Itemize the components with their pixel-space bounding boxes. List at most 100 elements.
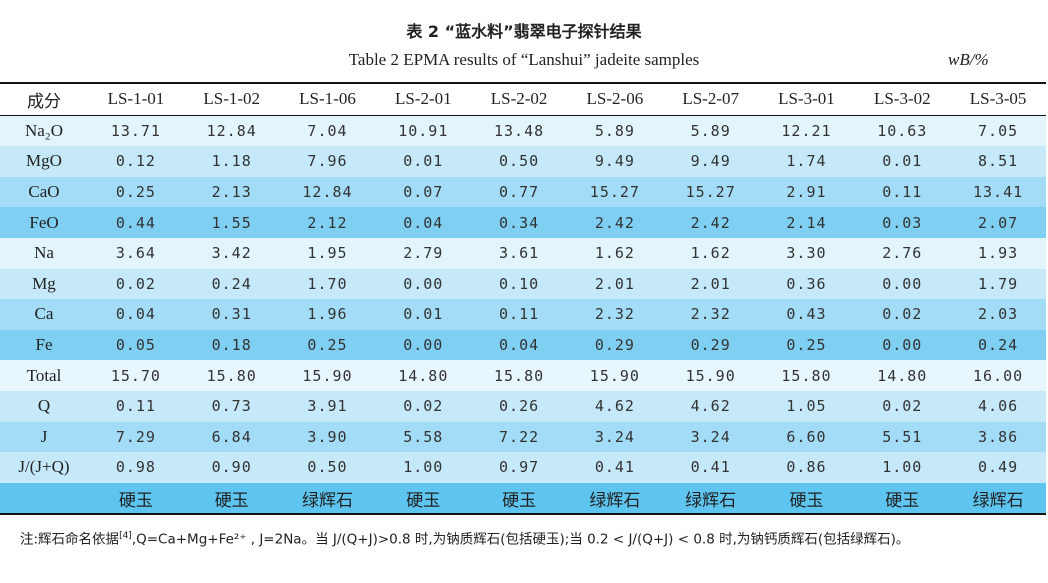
- table-cell: 1.96: [307, 305, 348, 324]
- table-cell: 1.70: [307, 274, 348, 293]
- table-cell: 3.86: [978, 427, 1019, 446]
- table-row: Fe 0.05 0.18 0.25 0.00 0.04 0.29 0.29 0.25 0.00 0.…: [0, 329, 1046, 361]
- table-cell: 绿辉石: [972, 490, 1024, 511]
- column-header: LS-2-07: [662, 83, 759, 116]
- table-cell: 0.98: [115, 458, 156, 477]
- table-cell: 0.00: [403, 336, 444, 355]
- column-header: LS-1-02: [183, 83, 280, 116]
- column-header: LS-3-05: [950, 83, 1046, 116]
- table-row: CaO 0.25 2.13 12.84 0.07 0.77 15.27 15.27 2.91 0.…: [0, 176, 1046, 208]
- table-row: J/(J+Q) 0.98 0.90 0.50 1.00 0.97 0.41 0.41 0.86 1…: [0, 452, 1046, 483]
- table-row: J 7.29 6.84 3.90 5.58 7.22 3.24 3.24 6.60 5.51 3.8…: [0, 421, 1046, 453]
- table-cell: 1.00: [882, 458, 923, 477]
- table-cell: 15.27: [685, 183, 736, 202]
- column-header: LS-1-01: [88, 83, 184, 116]
- table-cell: 2.01: [594, 274, 635, 293]
- row-label: J/(J+Q): [18, 457, 70, 477]
- table-cell: 7.29: [115, 427, 156, 446]
- table-cell: 4.62: [690, 397, 731, 416]
- table-cell: 6.84: [211, 427, 252, 446]
- table-cell: 3.24: [690, 427, 731, 446]
- table-cell: 0.01: [882, 152, 923, 171]
- table-cell: 6.60: [786, 427, 827, 446]
- table-cell: 0.11: [882, 183, 923, 202]
- table-cell: 0.07: [403, 183, 444, 202]
- epma-results-table: 成分 LS-1-01 LS-1-02 LS-1-06 LS-2-01 LS-2-02 LS-…: [0, 82, 1046, 516]
- table-cell: 0.43: [786, 305, 827, 324]
- row-label: Na: [34, 243, 54, 263]
- table-cell: 0.25: [786, 336, 827, 355]
- table-cell: 0.00: [882, 336, 923, 355]
- unit-label: wB/%: [948, 50, 989, 69]
- table-cell: 0.34: [499, 213, 540, 232]
- table-cell: 0.00: [882, 274, 923, 293]
- note-reference: [4]: [119, 531, 132, 541]
- table-cell: 0.10: [499, 274, 540, 293]
- table-cell: 5.89: [690, 121, 731, 140]
- table-row: Mg 0.02 0.24 1.70 0.00 0.10 2.01 2.01 0.36 0.00 1.…: [0, 268, 1046, 300]
- table-cell: 15.90: [685, 366, 736, 385]
- column-header: LS-2-06: [566, 83, 663, 116]
- table-cell: 0.00: [403, 274, 444, 293]
- table-cell: 15.90: [302, 366, 353, 385]
- table-title: 表 2 “蓝水料”翡翠电子探针结果: [406, 22, 642, 41]
- row-label: J: [40, 426, 48, 446]
- table-cell: 0.31: [211, 305, 252, 324]
- table-cell: 0.26: [499, 397, 540, 416]
- table-cell: 0.36: [786, 274, 827, 293]
- table-cell: 3.91: [307, 397, 348, 416]
- table-cell: 2.76: [882, 244, 923, 263]
- table-cell: 12.84: [302, 183, 353, 202]
- table-cell: 3.64: [115, 244, 156, 263]
- table-cell: 1.95: [307, 244, 348, 263]
- table-row: Na 3.64 3.42 1.95 2.79 3.61 1.62 1.62 3.30 2.76 1.…: [0, 237, 1046, 269]
- table-cell: 3.90: [307, 427, 348, 446]
- table-cell: 1.93: [978, 244, 1019, 263]
- header-row: 成分 LS-1-01 LS-1-02 LS-1-06 LS-2-01 LS-2-02 LS-…: [0, 83, 1046, 116]
- table-cell: 0.86: [786, 458, 827, 477]
- table-cell: 7.05: [978, 121, 1019, 140]
- table-cell: 15.80: [494, 366, 545, 385]
- table-cell: 0.49: [978, 458, 1019, 477]
- table-cell: 0.25: [115, 183, 156, 202]
- table-row: Na₂O 13.71 12.84 7.04 10.91 13.48 5.89 5.89 12.2…: [0, 115, 1046, 147]
- table-cell: 12.21: [781, 121, 832, 140]
- table-cell: 2.32: [594, 305, 635, 324]
- table-cell: 7.22: [499, 427, 540, 446]
- table-cell: 0.02: [882, 397, 923, 416]
- table-cell: 0.29: [594, 336, 635, 355]
- table-cell: 13.71: [110, 121, 161, 140]
- table-cell: 15.70: [110, 366, 161, 385]
- table-cell: 0.04: [403, 213, 444, 232]
- table-cell: 2.07: [978, 213, 1019, 232]
- table-cell: 12.84: [206, 121, 257, 140]
- table-cell: 2.79: [403, 244, 444, 263]
- table-row: Ca 0.04 0.31 1.96 0.01 0.11 2.32 2.32 0.43 0.02 2.…: [0, 299, 1046, 330]
- table-cell: 0.90: [211, 458, 252, 477]
- table-cell: 1.55: [211, 213, 252, 232]
- table-cell: 2.42: [690, 213, 731, 232]
- table-cell: 0.41: [690, 458, 731, 477]
- table-cell: 0.02: [403, 397, 444, 416]
- row-label: [0, 483, 88, 515]
- table-subtitle: Table 2 EPMA results of “Lanshui” jadeit…: [348, 50, 700, 69]
- table-cell: 0.18: [211, 336, 252, 355]
- column-header: LS-3-01: [758, 83, 855, 116]
- row-label: Total: [26, 365, 62, 385]
- table-cell: 0.77: [499, 183, 540, 202]
- table-cell: 13.41: [973, 183, 1024, 202]
- column-header: LS-3-02: [854, 83, 951, 116]
- table-cell: 15.80: [781, 366, 832, 385]
- table-cell: 0.25: [307, 336, 348, 355]
- table-cell: 1.62: [594, 244, 635, 263]
- table-cell: 1.00: [403, 458, 444, 477]
- table-cell: 硬玉: [502, 490, 537, 511]
- table-cell: 0.11: [115, 397, 156, 416]
- table-cell: 1.62: [690, 244, 731, 263]
- table-cell: 硬玉: [118, 490, 153, 511]
- table-cell: 14.80: [877, 366, 928, 385]
- table-cell: 9.49: [690, 152, 731, 171]
- row-label: Ca: [34, 304, 54, 324]
- table-cell: 1.05: [786, 397, 827, 416]
- table-cell: 3.61: [499, 244, 540, 263]
